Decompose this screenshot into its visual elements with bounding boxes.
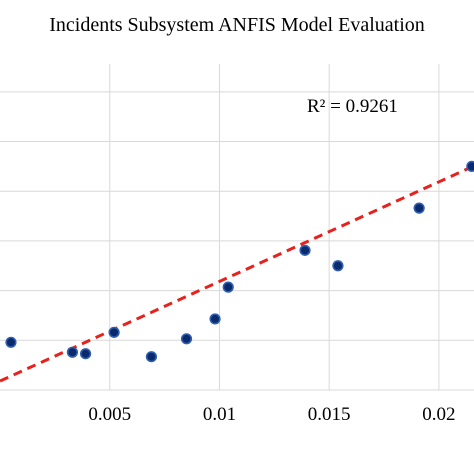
x-tick-labels: 0.005 0.01 0.015 0.02 <box>88 404 455 425</box>
chart-title: Incidents Subsystem ANFIS Model Evaluati… <box>49 14 425 36</box>
data-points <box>5 160 474 363</box>
data-point <box>332 260 344 272</box>
data-point <box>79 348 92 360</box>
data-point <box>222 281 234 293</box>
data-point <box>413 202 425 214</box>
x-tick-label: 0.01 <box>203 404 236 425</box>
data-point <box>108 326 120 338</box>
data-point <box>5 336 17 348</box>
r-squared-label: R² = 0.9261 <box>307 96 398 117</box>
data-point <box>466 160 474 172</box>
x-tick-label: 0.005 <box>88 404 131 425</box>
x-tick-label: 0.015 <box>308 404 351 425</box>
data-point <box>66 346 79 358</box>
trendline <box>0 164 474 383</box>
data-point <box>299 244 311 256</box>
x-tick-label: 0.02 <box>422 404 455 425</box>
horizontal-gridlines <box>0 91 474 391</box>
trendline-path <box>0 164 474 383</box>
data-point <box>145 351 158 363</box>
data-point <box>180 333 193 345</box>
data-point <box>209 313 221 325</box>
